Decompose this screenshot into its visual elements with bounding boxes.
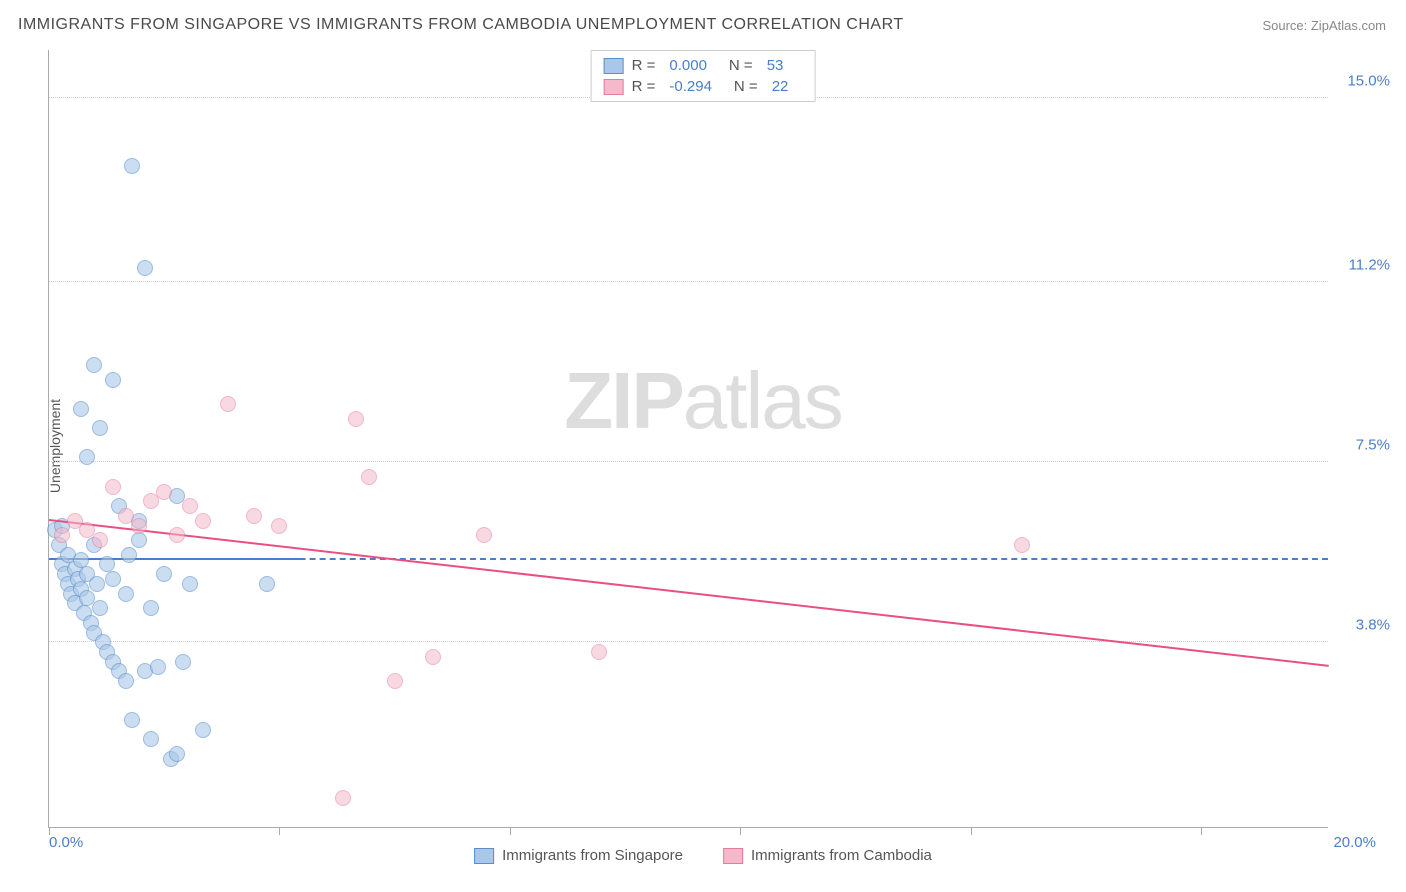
x-tick [1201,827,1202,835]
legend-bottom-label: Immigrants from Cambodia [751,847,932,864]
y-tick-label: 15.0% [1347,72,1390,89]
data-point [195,513,211,529]
data-point [246,508,262,524]
data-point [271,518,287,534]
legend-r-label: R = [632,57,656,74]
chart-title: IMMIGRANTS FROM SINGAPORE VS IMMIGRANTS … [18,16,904,34]
legend-n-label: N = [734,78,758,95]
data-point [335,790,351,806]
data-point [195,722,211,738]
data-point [220,396,236,412]
data-point [143,731,159,747]
x-min-label: 0.0% [49,834,83,851]
y-tick-label: 11.2% [1349,257,1390,274]
data-point [137,260,153,276]
legend-top: R = 0.000 N = 53 R = -0.294 N = 22 [591,50,816,102]
data-point [175,654,191,670]
x-tick [971,827,972,835]
legend-row: R = 0.000 N = 53 [604,55,803,76]
gridline [49,281,1328,282]
x-tick [279,827,280,835]
legend-swatch [723,848,743,864]
data-point [476,527,492,543]
legend-bottom: Immigrants from Singapore Immigrants from… [474,847,932,864]
data-point [131,518,147,534]
data-point [121,547,137,563]
data-point [124,712,140,728]
y-tick-label: 3.8% [1356,617,1390,634]
data-point [79,449,95,465]
x-tick [740,827,741,835]
data-point [73,552,89,568]
data-point [348,411,364,427]
data-point [54,527,70,543]
data-point [169,527,185,543]
x-tick [510,827,511,835]
data-point [143,600,159,616]
data-point [387,673,403,689]
legend-n-value: 22 [772,78,789,95]
data-point [86,357,102,373]
data-point [361,469,377,485]
data-point [92,420,108,436]
legend-bottom-item: Immigrants from Singapore [474,847,683,864]
data-point [259,576,275,592]
data-point [591,644,607,660]
y-tick-label: 7.5% [1356,437,1390,454]
data-point [105,372,121,388]
legend-r-value: 0.000 [669,57,707,74]
data-point [169,746,185,762]
legend-row: R = -0.294 N = 22 [604,76,803,97]
data-point [156,566,172,582]
trend-line [49,519,1329,667]
legend-swatch [604,58,624,74]
data-point [92,532,108,548]
data-point [425,649,441,665]
source-attribution: Source: ZipAtlas.com [1262,18,1386,33]
x-max-label: 20.0% [1333,834,1376,851]
data-point [105,571,121,587]
data-point [156,484,172,500]
legend-swatch [474,848,494,864]
legend-r-value: -0.294 [669,78,712,95]
data-point [1014,537,1030,553]
data-point [118,586,134,602]
legend-n-label: N = [729,57,753,74]
data-point [124,158,140,174]
data-point [73,401,89,417]
legend-bottom-item: Immigrants from Cambodia [723,847,932,864]
data-point [182,576,198,592]
legend-n-value: 53 [767,57,784,74]
legend-bottom-label: Immigrants from Singapore [502,847,683,864]
plot-area: 3.8%7.5%11.2%15.0%0.0%20.0% [48,50,1328,828]
legend-r-label: R = [632,78,656,95]
data-point [150,659,166,675]
data-point [118,673,134,689]
data-point [89,576,105,592]
data-point [182,498,198,514]
data-point [131,532,147,548]
gridline [49,461,1328,462]
data-point [105,479,121,495]
legend-swatch [604,79,624,95]
data-point [92,600,108,616]
